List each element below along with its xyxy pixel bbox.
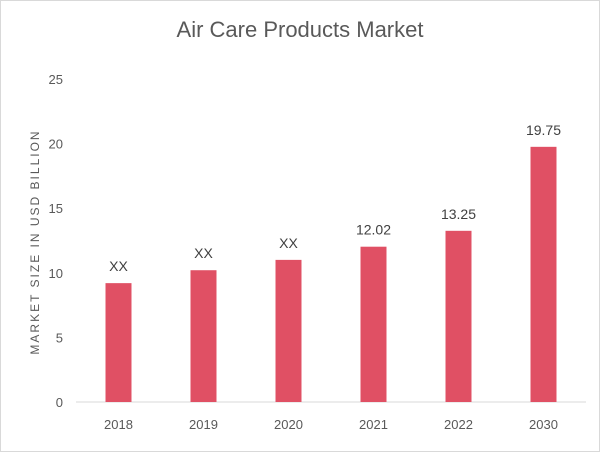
data-labels: XX XX XX 12.02 13.25 19.75 (109, 122, 561, 274)
data-label: XX (109, 258, 128, 274)
bar (105, 283, 132, 402)
chart-title: Air Care Products Market (176, 17, 424, 42)
x-tick-label: 2022 (444, 417, 473, 432)
y-tick-label: 0 (56, 395, 63, 410)
x-tick-label: 2019 (189, 417, 218, 432)
data-label: 19.75 (526, 122, 561, 138)
x-tick-labels: 2018 2019 2020 2021 2022 2030 (104, 417, 558, 432)
data-label: XX (194, 245, 213, 261)
bar (275, 259, 302, 402)
y-tick-labels: 0 5 10 15 20 25 (49, 72, 63, 410)
data-label: 12.02 (356, 222, 391, 238)
x-tick-label: 2021 (359, 417, 388, 432)
y-tick-label: 20 (49, 137, 63, 152)
bar (530, 146, 557, 402)
bar (190, 270, 217, 402)
data-label: 13.25 (441, 206, 476, 222)
bar (360, 246, 387, 402)
bar (445, 230, 472, 402)
y-tick-label: 5 (56, 330, 63, 345)
x-tick-label: 2018 (104, 417, 133, 432)
y-tick-label: 10 (49, 266, 63, 281)
y-axis-label: MARKET SIZE IN USD BILLION (28, 129, 42, 354)
x-tick-label: 2030 (529, 417, 558, 432)
x-tick-label: 2020 (274, 417, 303, 432)
y-tick-label: 15 (49, 201, 63, 216)
bars (105, 146, 557, 402)
y-tick-label: 25 (49, 72, 63, 87)
data-label: XX (279, 235, 298, 251)
